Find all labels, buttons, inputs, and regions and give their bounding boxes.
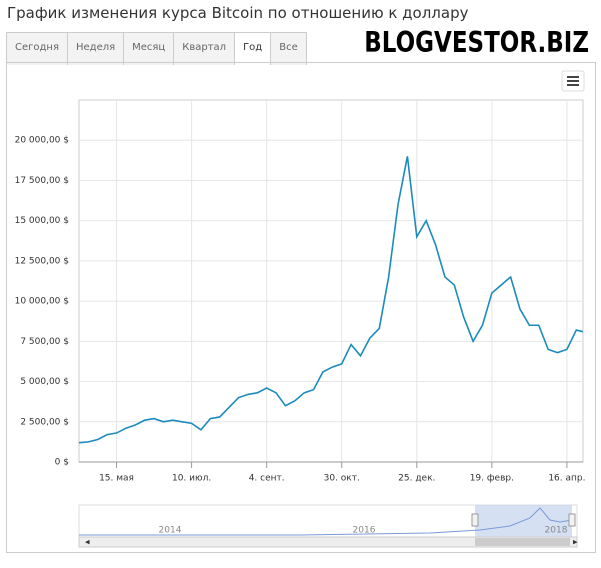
x-tick-label: 25. дек. — [398, 474, 435, 484]
x-tick-label: 15. мая — [99, 474, 134, 484]
y-tick-label: 20 000,00 $ — [15, 136, 69, 146]
navigator-label: 2016 — [353, 526, 376, 536]
x-tick-label: 10. июл. — [172, 474, 211, 484]
y-tick-label: 10 000,00 $ — [15, 297, 69, 307]
plot-area — [78, 99, 584, 463]
x-tick-label: 30. окт. — [324, 474, 360, 484]
y-tick-label: 2 500,00 $ — [20, 417, 69, 427]
navigator-line — [79, 507, 573, 536]
y-tick-label: 5 000,00 $ — [20, 377, 69, 387]
navigator-label: 2014 — [159, 526, 182, 536]
x-tick-label: 4. сент. — [249, 474, 285, 484]
y-tick-label: 0 $ — [55, 458, 69, 468]
tab[interactable]: Неделя — [66, 32, 125, 65]
scroll-arrow[interactable]: ◂ — [85, 538, 90, 548]
menu-icon — [567, 76, 579, 86]
y-tick-label: 7 500,00 $ — [20, 337, 69, 347]
navigator-handle[interactable] — [471, 513, 479, 527]
logo: BLOGVESTOR.BIZ — [364, 26, 589, 60]
scrollbar — [78, 536, 578, 548]
tab[interactable]: Все — [270, 32, 307, 65]
y-tick-label: 15 000,00 $ — [15, 216, 69, 226]
scroll-arrow[interactable]: ▸ — [573, 538, 578, 548]
scrollbar-thumb[interactable] — [475, 538, 570, 546]
page-title: График изменения курса Bitcoin по отноше… — [7, 4, 469, 22]
price-line — [78, 156, 584, 444]
navigator-handle[interactable] — [568, 513, 576, 527]
y-tick-label: 12 500,00 $ — [15, 256, 69, 266]
x-tick-label: 16. апр. — [548, 474, 585, 484]
tabs: Сегодня Неделя Месяц Квартал Год Все — [6, 32, 307, 65]
navigator-label: 2018 — [545, 526, 568, 536]
tab[interactable]: Год — [234, 32, 272, 65]
y-tick-label: 17 500,00 $ — [15, 176, 69, 186]
x-tick-label: 19. февр. — [470, 474, 514, 484]
chart-frame — [6, 62, 596, 553]
